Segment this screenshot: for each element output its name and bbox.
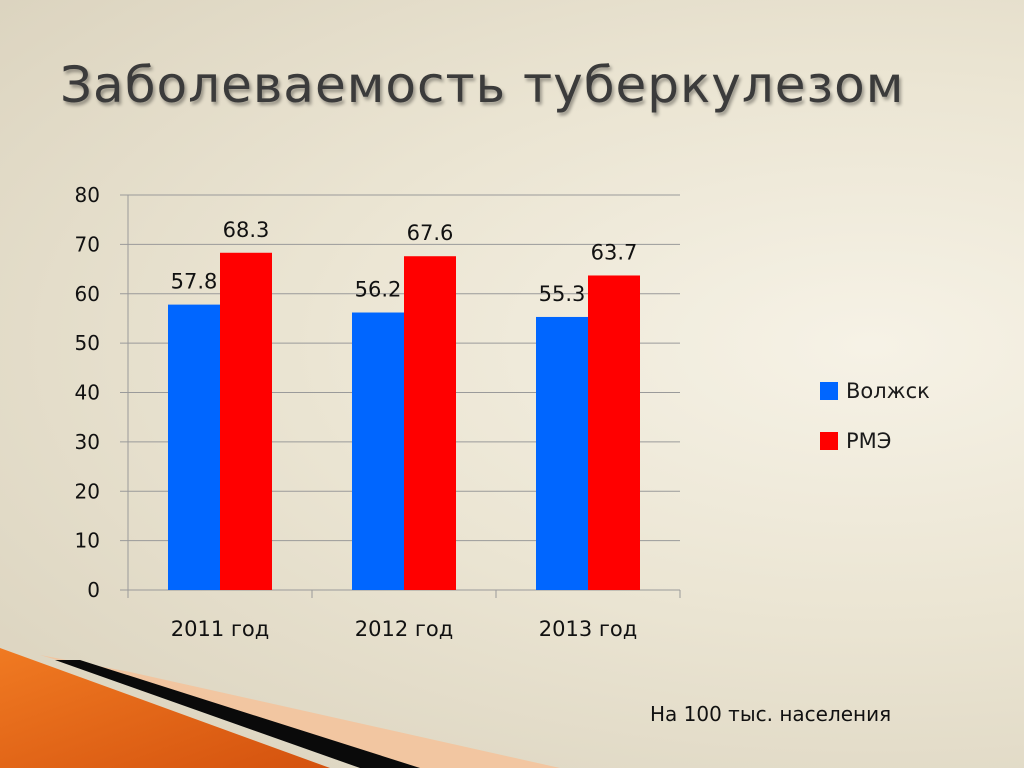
y-tick-label: 80 xyxy=(75,183,100,207)
y-tick-label: 0 xyxy=(87,578,100,602)
data-label: 63.7 xyxy=(591,240,638,264)
data-label: 57.8 xyxy=(171,270,218,294)
legend-item-volzhsk: Волжск xyxy=(820,378,930,404)
x-tick-label: 2013 год xyxy=(539,617,638,641)
data-label: 56.2 xyxy=(355,278,402,302)
y-tick-label: 20 xyxy=(75,479,100,503)
x-tick-label: 2011 год xyxy=(171,617,270,641)
orange-band xyxy=(0,648,330,768)
y-tick-label: 10 xyxy=(75,529,100,553)
y-tick-label: 70 xyxy=(75,232,100,256)
bar-volzhsk xyxy=(536,316,588,590)
y-tick-label: 40 xyxy=(75,381,100,405)
chart-legend: Волжск РМЭ xyxy=(820,378,930,478)
bar-volzhsk xyxy=(352,312,404,590)
legend-item-rme: РМЭ xyxy=(820,428,930,454)
data-label: 67.6 xyxy=(407,221,454,245)
legend-swatch-rme xyxy=(820,432,838,450)
bar-volzhsk xyxy=(168,304,220,590)
data-label: 68.3 xyxy=(223,218,270,242)
bar-rme xyxy=(220,252,272,591)
black-band xyxy=(55,660,420,768)
slide-title: Заболеваемость туберкулезом xyxy=(60,56,905,114)
legend-label-rme: РМЭ xyxy=(846,429,892,453)
legend-label-volzhsk: Волжск xyxy=(846,379,930,403)
data-label: 55.3 xyxy=(539,282,586,306)
peach-band xyxy=(40,655,560,768)
y-tick-label: 50 xyxy=(75,331,100,355)
bar-chart: 0 10 20 30 40 50 60 70 80 2011 год 2012 год 2013 го… xyxy=(75,183,681,641)
y-tick-label: 60 xyxy=(75,282,100,306)
x-tick-label: 2012 год xyxy=(355,617,454,641)
bar-rme xyxy=(404,256,456,590)
bar-rme xyxy=(588,275,640,590)
population-note: На 100 тыс. населения xyxy=(650,702,892,726)
y-tick-label: 30 xyxy=(75,430,100,454)
legend-swatch-volzhsk xyxy=(820,382,838,400)
